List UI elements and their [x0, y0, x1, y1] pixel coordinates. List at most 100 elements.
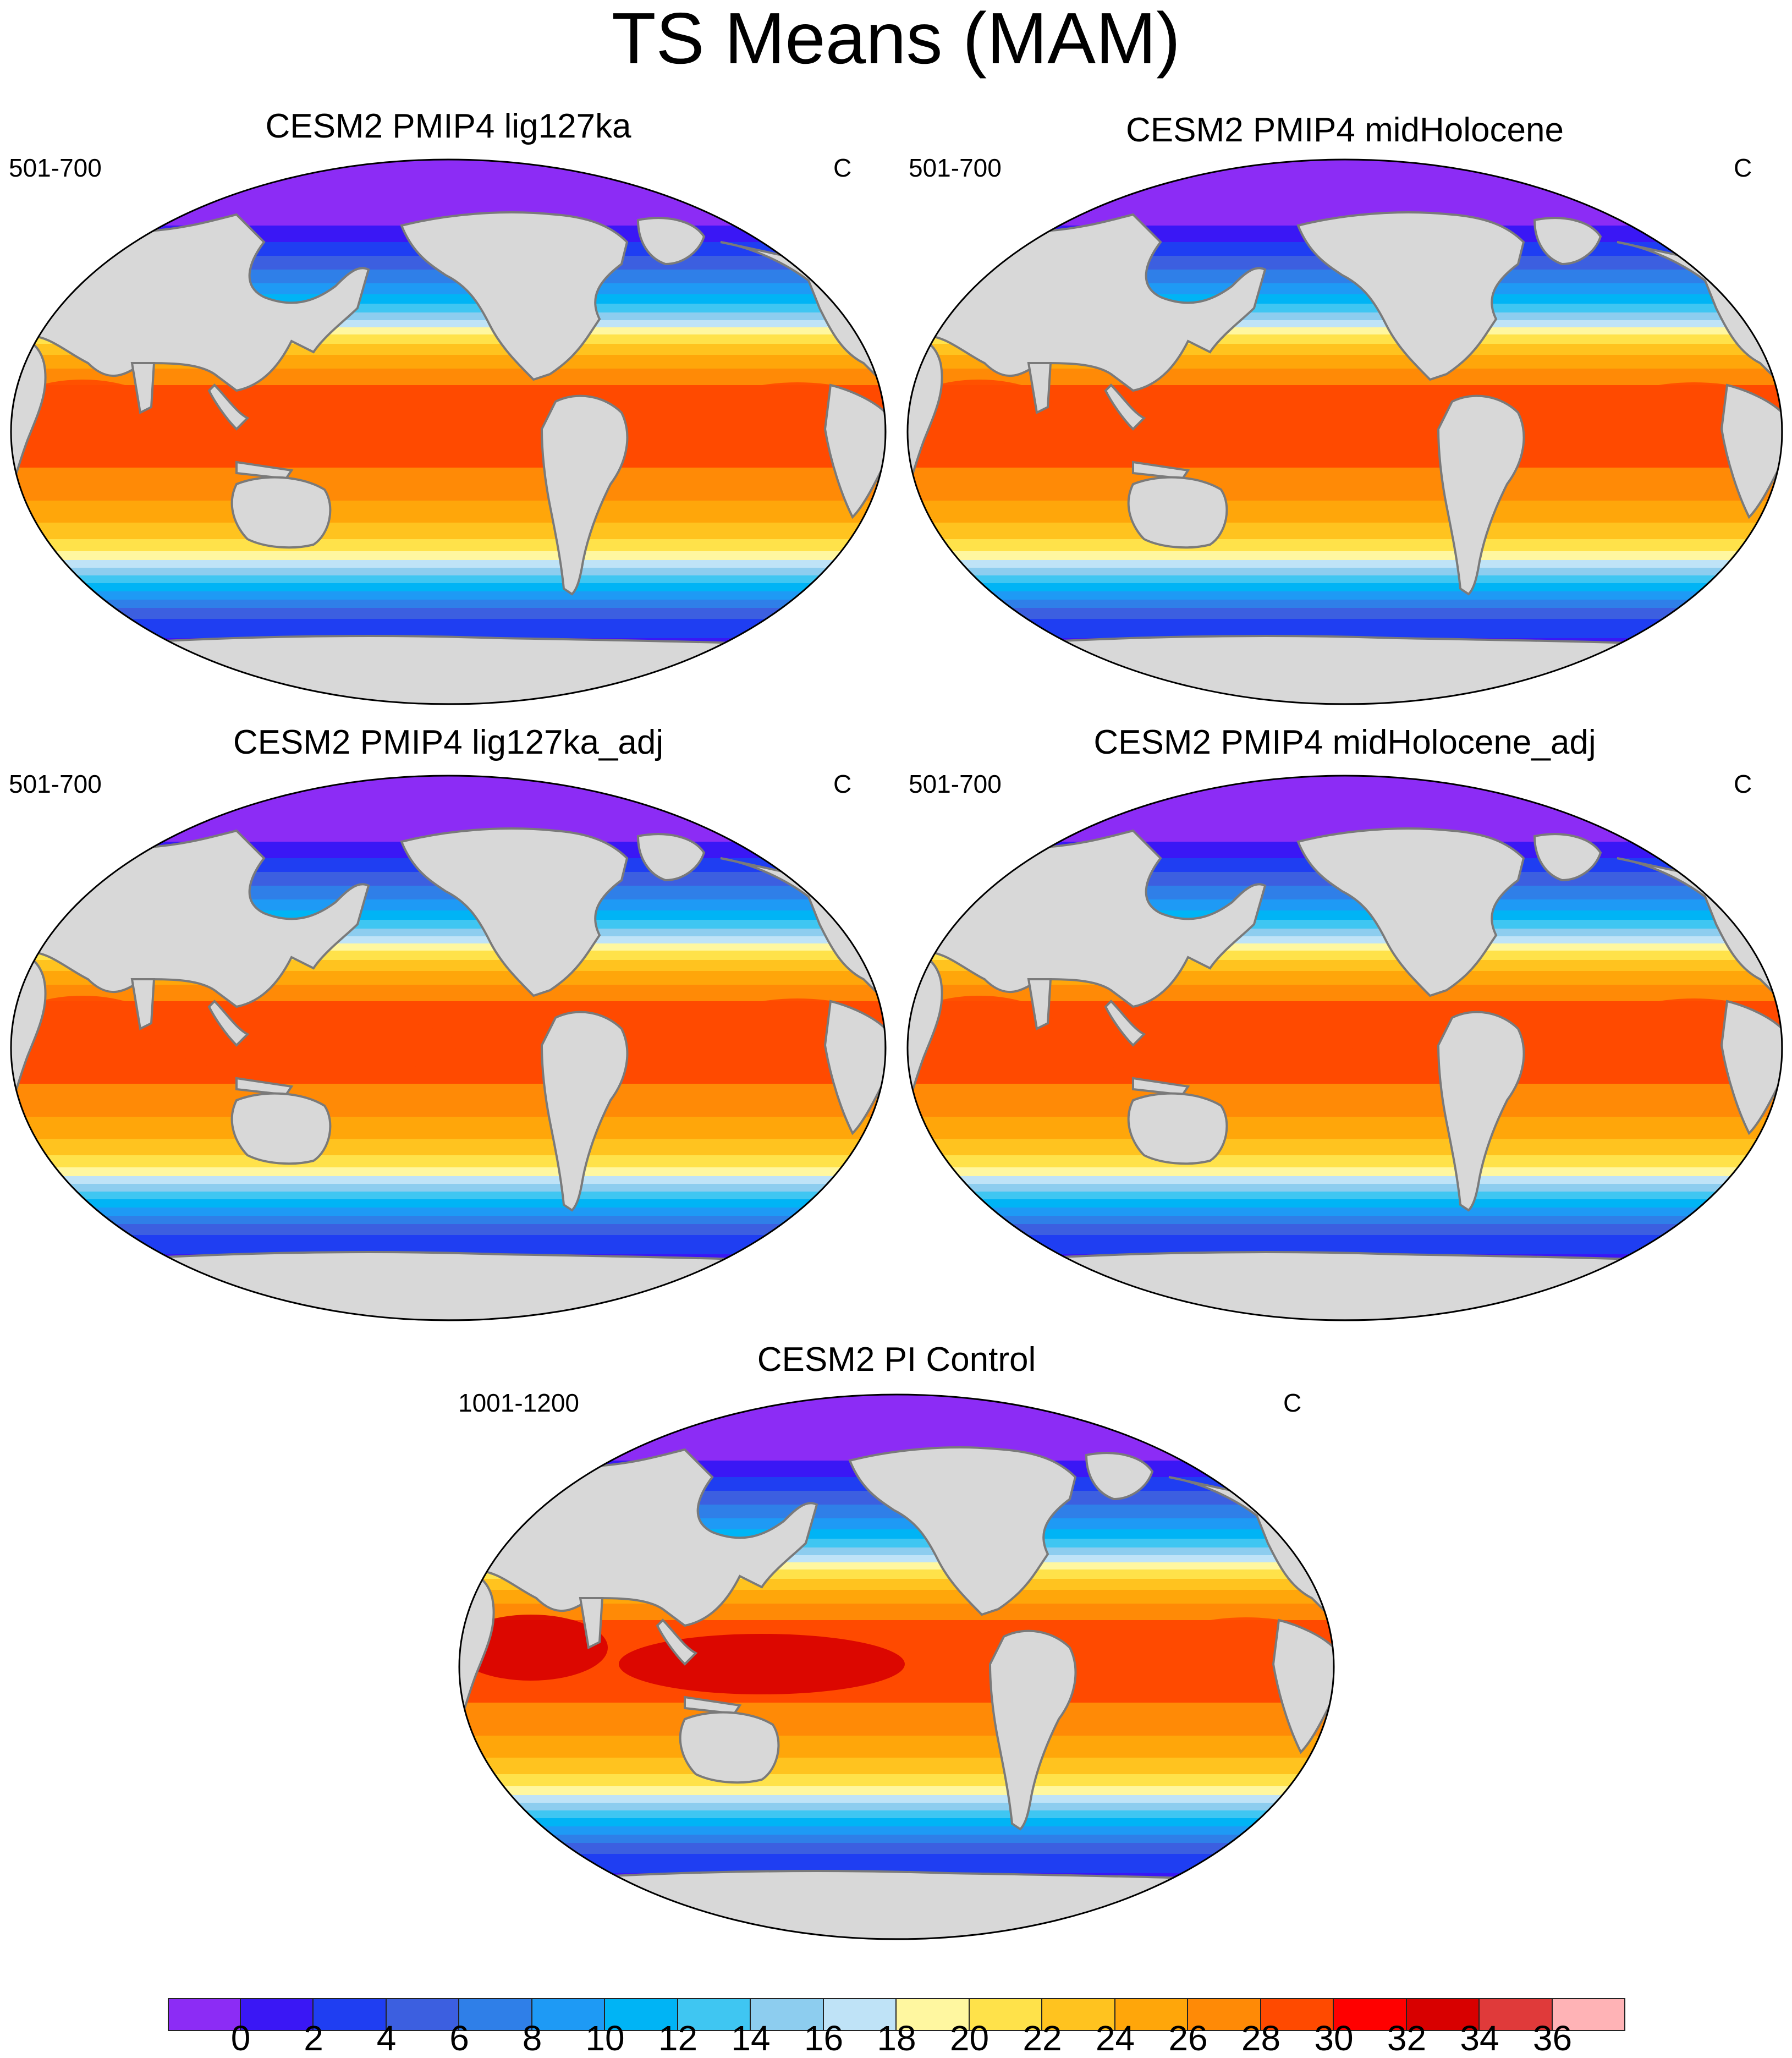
- map-border: [906, 158, 1783, 705]
- sst-band: [11, 608, 886, 619]
- colorbar-box: [1188, 1998, 1261, 2031]
- map-panel-midholocene: CESM2 PMIP4 midHolocene 501-700 C: [897, 99, 1792, 705]
- sst-band: [11, 1199, 886, 1208]
- sst-band: [908, 583, 1782, 592]
- land-mass: [1437, 394, 1525, 596]
- land-mass: [1720, 383, 1782, 519]
- sst-band: [908, 1216, 1782, 1225]
- land-mass: [679, 1711, 780, 1784]
- sst-band: [459, 1803, 1334, 1811]
- land-mass: [230, 476, 332, 549]
- sst-band: [11, 523, 886, 540]
- colorbar-box: [605, 1998, 678, 2031]
- sst-band: [11, 1184, 886, 1192]
- land-mass: [1027, 362, 1052, 414]
- land-mass: [636, 833, 706, 882]
- colorbar-box: [897, 1998, 970, 2031]
- arctic-sea: [11, 160, 886, 171]
- colorbar-tick-label: 2: [304, 2018, 323, 2058]
- colorbar-box: [1552, 1998, 1625, 2031]
- sst-band: [11, 1155, 886, 1168]
- sst-band: [459, 1818, 1334, 1827]
- colorbar-tick-label: 32: [1387, 2018, 1427, 2058]
- sst-map: [10, 158, 887, 705]
- panel-units: C: [833, 153, 852, 182]
- sst-map: [906, 775, 1783, 1321]
- map-border: [10, 158, 887, 705]
- colorbar-tick-label: 6: [449, 2018, 469, 2058]
- sst-band: [459, 1786, 1334, 1796]
- land-mass: [26, 213, 370, 392]
- sst-map: [458, 1393, 1335, 1940]
- colorbar-tick-label: 30: [1314, 2018, 1354, 2058]
- land-mass: [130, 362, 156, 414]
- sst-band: [11, 369, 886, 386]
- sst-band: [908, 608, 1782, 619]
- land-mass: [1296, 211, 1525, 381]
- sst-band: [908, 1224, 1782, 1236]
- land-mass: [540, 394, 629, 596]
- panel-title: CESM2 PMIP4 lig127ka_adj: [233, 723, 664, 761]
- colorbar-box: [1042, 1998, 1115, 2031]
- colorbar-tick-label: 26: [1168, 2018, 1208, 2058]
- arctic-sea: [908, 776, 1782, 787]
- colorbar-tick-label: 18: [877, 2018, 916, 2058]
- colorbar-box: [1334, 1998, 1407, 2031]
- warm-pool: [171, 399, 457, 459]
- land-mass: [923, 213, 1267, 392]
- panel-title: CESM2 PMIP4 midHolocene: [1126, 111, 1564, 149]
- colorbar-tick-label: 10: [585, 2018, 625, 2058]
- panel-years: 501-700: [909, 153, 1002, 182]
- land-mass: [207, 383, 250, 431]
- land-mass: [1437, 1011, 1525, 1212]
- land-mass: [823, 1000, 886, 1135]
- sst-band: [11, 560, 886, 568]
- sst-band: [11, 1084, 886, 1117]
- colorbar-box: [1406, 1998, 1480, 2031]
- antarctica: [934, 635, 1761, 704]
- sst-band: [459, 1604, 1334, 1621]
- land-mass: [1027, 978, 1052, 1030]
- sst-band: [11, 501, 886, 523]
- sst-band: [459, 1774, 1334, 1787]
- sst-band: [11, 551, 886, 561]
- colorbar-tick-label: 28: [1241, 2018, 1281, 2058]
- warm-pool: [619, 1634, 905, 1694]
- warm-pool: [171, 1015, 457, 1075]
- panel-title: CESM2 PI Control: [757, 1341, 1036, 1379]
- sst-band: [908, 1184, 1782, 1192]
- sst-band: [11, 1176, 886, 1184]
- warm-pool: [1067, 1015, 1353, 1075]
- colorbar-box: [1480, 1998, 1553, 2031]
- land-mass: [1085, 1452, 1154, 1501]
- land-mass: [540, 1011, 629, 1212]
- sst-band: [908, 1117, 1782, 1139]
- arctic-sea: [459, 1395, 1334, 1406]
- colorbar: [168, 1998, 1625, 2032]
- land-mass: [26, 829, 370, 1008]
- panel-title: CESM2 PMIP4 midHolocene_adj: [1093, 723, 1596, 761]
- sst-band: [11, 468, 886, 501]
- sst-band: [11, 1167, 886, 1177]
- panel-units: C: [1734, 153, 1752, 182]
- panel-years: 1001-1200: [458, 1389, 579, 1417]
- panel-years: 501-700: [9, 153, 102, 182]
- panel-years: 501-700: [909, 770, 1002, 798]
- sst-band: [11, 1224, 886, 1236]
- panel-years: 501-700: [9, 770, 102, 798]
- sst-band: [11, 1192, 886, 1200]
- sst-band: [908, 1199, 1782, 1208]
- land-mass: [1533, 217, 1602, 266]
- sst-band: [459, 1758, 1334, 1775]
- sst-band: [908, 468, 1782, 501]
- sst-band: [908, 568, 1782, 576]
- colorbar-box: [168, 1998, 241, 2031]
- map-panel-midholocene-adj: CESM2 PMIP4 midHolocene_adj 501-700 C: [897, 715, 1792, 1321]
- panel-units: C: [1283, 1389, 1302, 1417]
- sst-band: [459, 1826, 1334, 1835]
- land-mass: [823, 383, 886, 519]
- sst-band: [11, 591, 886, 600]
- sst-band: [908, 591, 1782, 600]
- land-mass: [130, 978, 156, 1030]
- colorbar-box: [314, 1998, 387, 2031]
